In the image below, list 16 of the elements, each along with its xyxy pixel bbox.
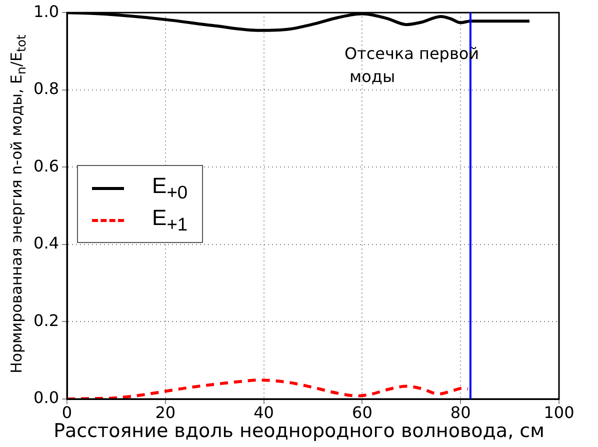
x-tick-label: 80: [450, 402, 471, 422]
y-tick-label: 0.6: [34, 156, 59, 176]
legend-label: E$_{+0}$: [152, 172, 188, 204]
x-tick-label: 20: [155, 402, 176, 422]
y-tick-label: 1.0: [34, 2, 59, 21]
line-series: [67, 378, 470, 399]
x-tick-label: 40: [254, 402, 274, 422]
x-tick-label: 100: [544, 402, 574, 422]
y-tick-label: 0.4: [34, 234, 59, 253]
y-tick-label: 0.8: [34, 79, 59, 98]
legend-label: E$_{+1}$: [152, 204, 188, 236]
x-tick-label: 0: [62, 402, 72, 422]
y-tick-label: 0.2: [34, 310, 59, 330]
x-tick-label: 60: [352, 402, 372, 422]
x-axis-title: Расстояние вдоль неоднородного волновода, см: [52, 420, 546, 442]
y-tick-label: 0.0: [34, 388, 59, 408]
